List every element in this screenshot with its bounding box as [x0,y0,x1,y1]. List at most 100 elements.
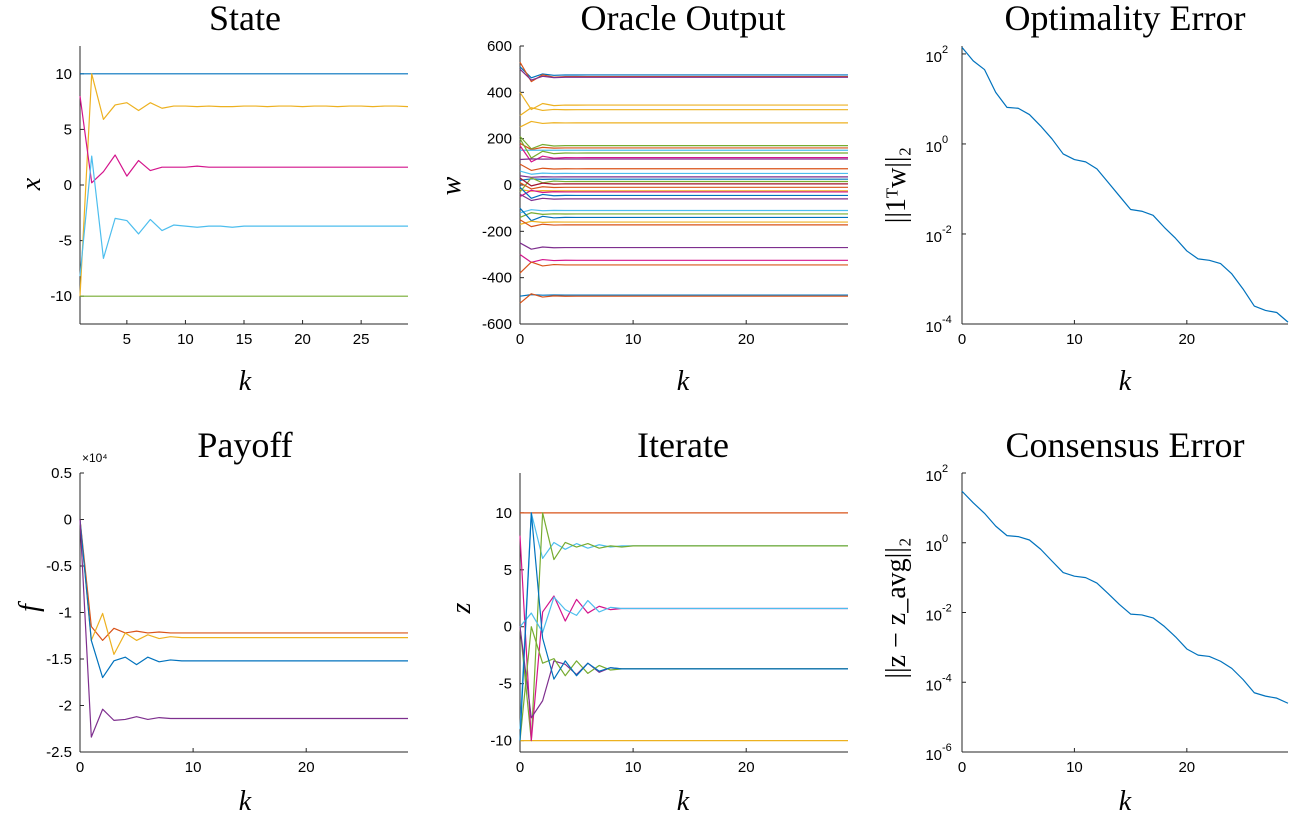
oracle-series-line [519,66,848,79]
oracle-series-line [519,189,848,198]
oracle-plot: 0 10 20 600 400 200 0 -200 -400 -600 [482,38,849,348]
optimality-title: Optimality Error [1005,0,1246,38]
optimality-xlabel: k [1119,366,1132,397]
consensus-x-tick-label: 20 [1178,759,1195,776]
consensus-y-tick-exponent: -6 [942,742,952,754]
oracle-series-line [519,61,848,83]
iterate-y-tick-label: 5 [504,562,512,579]
state-series-line [79,155,408,277]
oracle-series-line [519,254,848,263]
oracle-ylabel: w [436,176,467,195]
iterate-series-line [519,596,848,634]
payoff-x-tick-label: 20 [298,759,315,776]
state-ylabel: x [16,177,47,191]
consensus-ylabel: ||z − z_avg||₂ [881,537,912,678]
oracle-series-line [519,294,848,297]
payoff-title: Payoff [197,425,292,465]
optimality-y-tick-exponent: 0 [942,134,948,146]
state-y-tick-label: 5 [64,121,72,138]
optimality-y-tick-label: 10 [925,49,942,66]
optimality-series-line [961,46,1289,323]
state-xlabel: k [239,366,252,397]
state-y-tick-label: -5 [59,233,72,250]
payoff-x-tick-label: 0 [76,759,84,776]
oracle-series-line [519,142,848,151]
optimality-y-tick-label: 10 [925,319,942,336]
iterate-title: Iterate [637,425,729,465]
oracle-title: Oracle Output [581,0,786,38]
consensus-panel: Consensus Error k ||z − z_avg||₂ 0 10 2010… [881,425,1289,815]
oracle-series-line [519,177,848,187]
optimality-y-tick-exponent: 2 [942,44,948,56]
optimality-x-tick-label: 10 [1066,331,1083,348]
iterate-xlabel: k [677,786,690,815]
consensus-y-tick-exponent: 0 [942,533,948,545]
payoff-series-line [79,519,408,679]
oracle-y-tick-label: 600 [487,38,512,55]
consensus-y-tick-label: 10 [925,468,942,485]
oracle-series-line [519,170,848,175]
iterate-series-line [519,512,848,741]
iterate-y-tick-label: -5 [499,676,512,693]
payoff-x-tick-label: 10 [185,759,202,776]
oracle-series-line [519,220,848,225]
iterate-series-line [519,626,848,741]
oracle-series-line [519,186,849,199]
state-x-tick-label: 10 [177,331,194,348]
oracle-y-tick-label: 400 [487,84,512,101]
oracle-series-line [519,92,849,111]
payoff-y-tick-label: -2 [59,698,72,715]
payoff-y-tick-label: -1 [59,605,72,622]
oracle-series-line [519,219,848,228]
oracle-series-line [519,209,848,214]
state-series-line [79,95,408,184]
iterate-plot: 0 10 20 10 5 0 -5 -10 [490,473,848,776]
oracle-y-tick-label: 200 [487,131,512,148]
consensus-x-tick-label: 10 [1066,759,1083,776]
oracle-y-tick-label: -200 [482,223,512,240]
optimality-y-tick-exponent: -2 [942,224,952,236]
iterate-y-tick-label: 10 [495,505,512,522]
consensus-y-tick-exponent: 2 [942,463,948,475]
oracle-series-line [519,212,848,218]
payoff-series-line [79,519,408,738]
oracle-series-line [519,175,848,178]
consensus-title: Consensus Error [1006,425,1245,465]
iterate-ylabel: z [446,602,477,614]
payoff-ylabel: f [14,601,45,612]
payoff-xlabel: k [239,786,252,815]
state-y-tick-label: 10 [55,66,72,83]
consensus-x-tick-label: 0 [958,759,966,776]
payoff-multiplier: ×10⁴ [82,451,108,465]
oracle-series-line [519,68,849,81]
iterate-x-tick-label: 10 [625,759,642,776]
oracle-series-line [519,138,848,159]
oracle-series-line [519,135,848,150]
iterate-panel: Iterate k z 0 10 20 10 5 0 -5 -10 [446,425,848,815]
consensus-y-tick-label: 10 [925,538,942,555]
state-title: State [209,0,281,38]
payoff-y-tick-label: -2.5 [46,744,72,761]
payoff-y-tick-label: 0.5 [51,465,72,482]
payoff-series-line [79,519,408,655]
oracle-series-line [519,293,848,304]
oracle-series-line [519,261,849,274]
consensus-y-tick-label: 10 [925,608,942,625]
consensus-series-line [961,490,1289,704]
oracle-series-line [519,145,848,163]
oracle-y-tick-label: -600 [482,316,512,333]
oracle-x-tick-label: 20 [738,331,755,348]
iterate-x-tick-label: 20 [738,759,755,776]
iterate-series-line [519,535,848,742]
oracle-series-line [519,107,848,116]
consensus-xlabel: k [1119,786,1132,815]
oracle-series-line [519,120,848,128]
oracle-series-line [519,207,848,222]
oracle-x-tick-label: 10 [625,331,642,348]
oracle-series-line [519,182,848,190]
oracle-series-line [519,178,848,181]
